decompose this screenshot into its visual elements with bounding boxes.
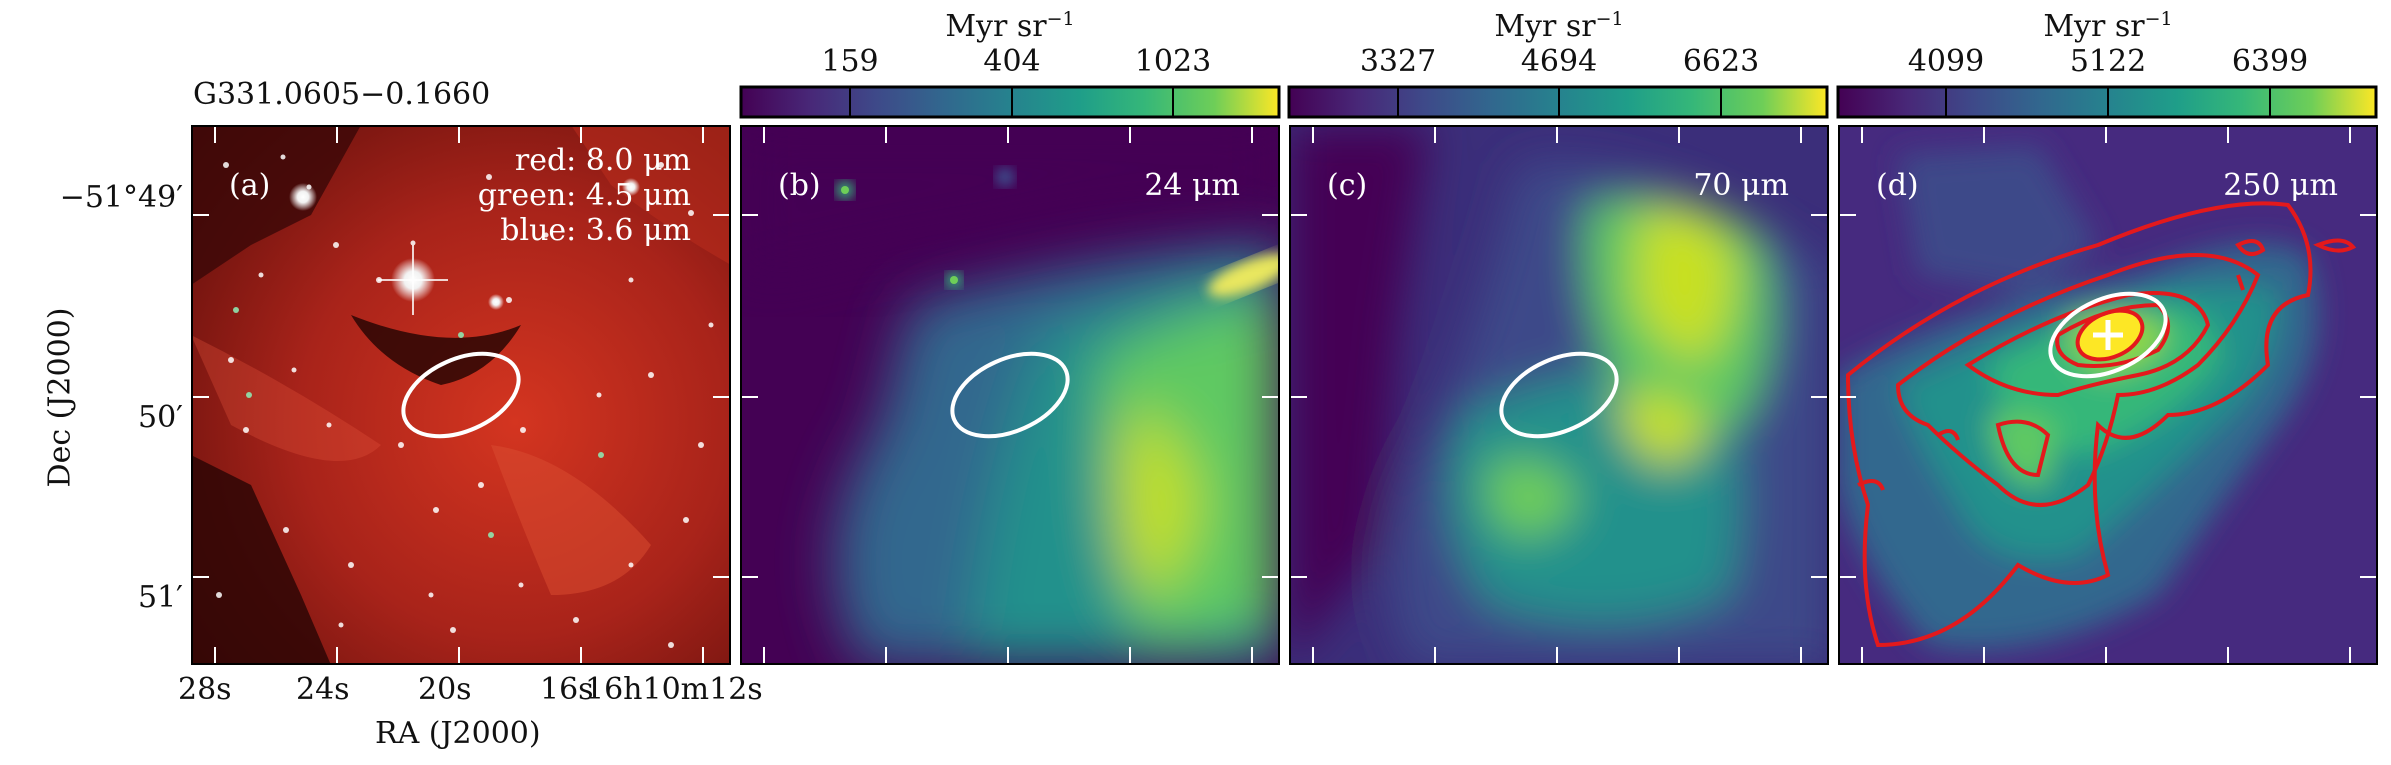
panel-d-ellipse bbox=[2048, 291, 2168, 379]
panel-c-label: (c) bbox=[1327, 168, 1367, 203]
panel-c-70um-image: (c) 70 μm bbox=[1289, 125, 1829, 665]
panel-a-ticks bbox=[191, 125, 731, 665]
panel-d-label: (d) bbox=[1876, 168, 1919, 203]
colorbar-c-bar bbox=[1287, 85, 1829, 119]
dec-tick-49: −51°49′ bbox=[59, 180, 183, 215]
panel-a-rgb-image: (a) red: 8.0 μm green: 4.5 μm blue: 3.6 … bbox=[191, 125, 731, 665]
panel-a-blue-band: blue: 3.6 μm bbox=[500, 213, 691, 248]
panel-a-ellipse bbox=[401, 351, 521, 439]
dec-tick-50: 50′ bbox=[138, 400, 183, 435]
panel-d-peak-cross bbox=[2093, 320, 2123, 350]
panel-b-label: (b) bbox=[778, 168, 821, 203]
colorbar-b-unit: Myr sr−1 bbox=[945, 8, 1075, 44]
ra-tick-16h10m12s: 16h10m12s bbox=[585, 672, 763, 707]
ra-tick-20s: 20s bbox=[418, 672, 472, 707]
panel-c-ellipse bbox=[1499, 351, 1619, 439]
x-axis-title: RA (J2000) bbox=[375, 716, 541, 751]
panel-d-contours bbox=[1845, 201, 2357, 648]
colorbar-d-tick: 4099 bbox=[1907, 44, 1985, 79]
colorbar-b-bar bbox=[739, 85, 1281, 119]
ra-tick-28s: 28s bbox=[178, 672, 232, 707]
colorbar-b-tick: 404 bbox=[983, 44, 1041, 79]
colorbar-b-tick: 159 bbox=[821, 44, 879, 79]
colorbar-c-tick: 6623 bbox=[1682, 44, 1760, 79]
panel-a-red-band: red: 8.0 μm bbox=[515, 143, 691, 178]
colorbar-b-tick: 1023 bbox=[1134, 44, 1212, 79]
colorbar-c-tick: 4694 bbox=[1520, 44, 1598, 79]
panel-c-ticks bbox=[1289, 125, 1829, 665]
panel-a-label: (a) bbox=[229, 168, 270, 203]
colorbar-bars bbox=[739, 85, 2378, 119]
colorbar-c-unit: Myr sr−1 bbox=[1494, 8, 1624, 44]
panel-b-band: 24 μm bbox=[1144, 168, 1240, 203]
source-name: G331.0605−0.1660 bbox=[193, 77, 491, 112]
colorbar-c-tick: 3327 bbox=[1359, 44, 1437, 79]
colorbar-d-unit: Myr sr−1 bbox=[2043, 8, 2173, 44]
y-axis-title: Dec (J2000) bbox=[42, 307, 78, 488]
colorbar-d-bar bbox=[1836, 85, 2378, 119]
panel-d-ticks bbox=[1838, 125, 2378, 665]
dec-tick-51: 51′ bbox=[138, 580, 183, 615]
colorbar-d-tick: 5122 bbox=[2069, 44, 2147, 79]
ra-tick-16s: 16s bbox=[540, 672, 594, 707]
panel-b-ticks bbox=[740, 125, 1280, 665]
panel-c-band: 70 μm bbox=[1693, 168, 1789, 203]
ra-tick-24s: 24s bbox=[296, 672, 350, 707]
panel-b-ellipse bbox=[950, 351, 1070, 439]
panel-a-green-band: green: 4.5 μm bbox=[478, 178, 691, 213]
panel-b-24um-image: (b) 24 μm bbox=[740, 125, 1280, 665]
colorbar-d-tick: 6399 bbox=[2231, 44, 2309, 79]
panel-d-band: 250 μm bbox=[2223, 168, 2338, 203]
panel-d-250um-image: (d) 250 μm bbox=[1838, 125, 2378, 665]
